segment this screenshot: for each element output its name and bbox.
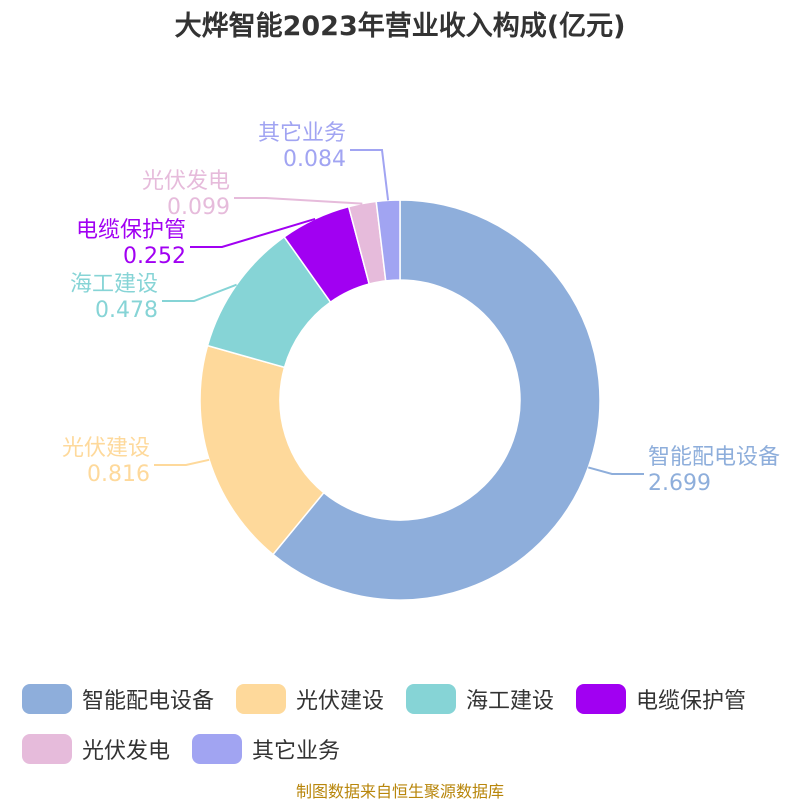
legend-item-2[interactable]: 海工建设 <box>406 684 554 714</box>
slice-value-0: 2.699 <box>648 471 711 496</box>
leader-line-3 <box>190 217 316 248</box>
legend-label: 电缆保护管 <box>636 689 747 714</box>
leader-line-5 <box>350 149 390 201</box>
legend-swatch <box>406 684 457 714</box>
slice-label-1: 光伏建设 <box>62 436 150 461</box>
legend-swatch <box>236 684 287 714</box>
leader-line-4 <box>234 197 363 205</box>
legend-label: 其它业务 <box>252 739 341 764</box>
slice-label-4: 光伏发电 <box>142 169 230 194</box>
legend-item-1[interactable]: 光伏建设 <box>236 684 384 714</box>
legend-label: 光伏发电 <box>82 739 171 764</box>
legend-item-4[interactable]: 光伏发电 <box>22 734 170 764</box>
slice-value-5: 0.084 <box>283 147 346 172</box>
slice-value-2: 0.478 <box>95 298 158 323</box>
slice-label-2: 海工建设 <box>70 272 158 297</box>
legend-item-5[interactable]: 其它业务 <box>192 734 340 764</box>
legend-swatch <box>22 684 72 714</box>
slice-5[interactable] <box>375 199 401 282</box>
legend-item-0[interactable]: 智能配电设备 <box>22 684 214 714</box>
legend-swatch <box>192 734 243 764</box>
leader-line-0 <box>588 466 644 475</box>
legend-label: 智能配电设备 <box>82 689 215 714</box>
slice-0[interactable] <box>271 199 601 601</box>
slice-value-3: 0.252 <box>123 244 186 269</box>
legend-label: 光伏建设 <box>296 689 385 714</box>
legend-label: 海工建设 <box>466 689 555 714</box>
slice-label-3: 电缆保护管 <box>76 218 186 243</box>
leader-line-1 <box>154 458 210 466</box>
source-note: 制图数据来自恒生聚源数据库 <box>295 782 504 801</box>
slice-value-4: 0.099 <box>167 195 230 220</box>
legend-item-3[interactable]: 电缆保护管 <box>576 684 746 714</box>
leader-line-2 <box>162 283 237 302</box>
chart-title: 大烨智能2023年营业收入构成(亿元) <box>174 11 626 42</box>
legend-swatch <box>576 684 627 714</box>
slice-value-1: 0.816 <box>87 462 150 487</box>
slice-label-0: 智能配电设备 <box>648 445 780 470</box>
legend-swatch <box>22 734 72 764</box>
legend: 智能配电设备 光伏建设 海工建设 电缆保护管光伏发电 其它业务 <box>22 684 792 764</box>
slice-label-5: 其它业务 <box>258 121 346 146</box>
